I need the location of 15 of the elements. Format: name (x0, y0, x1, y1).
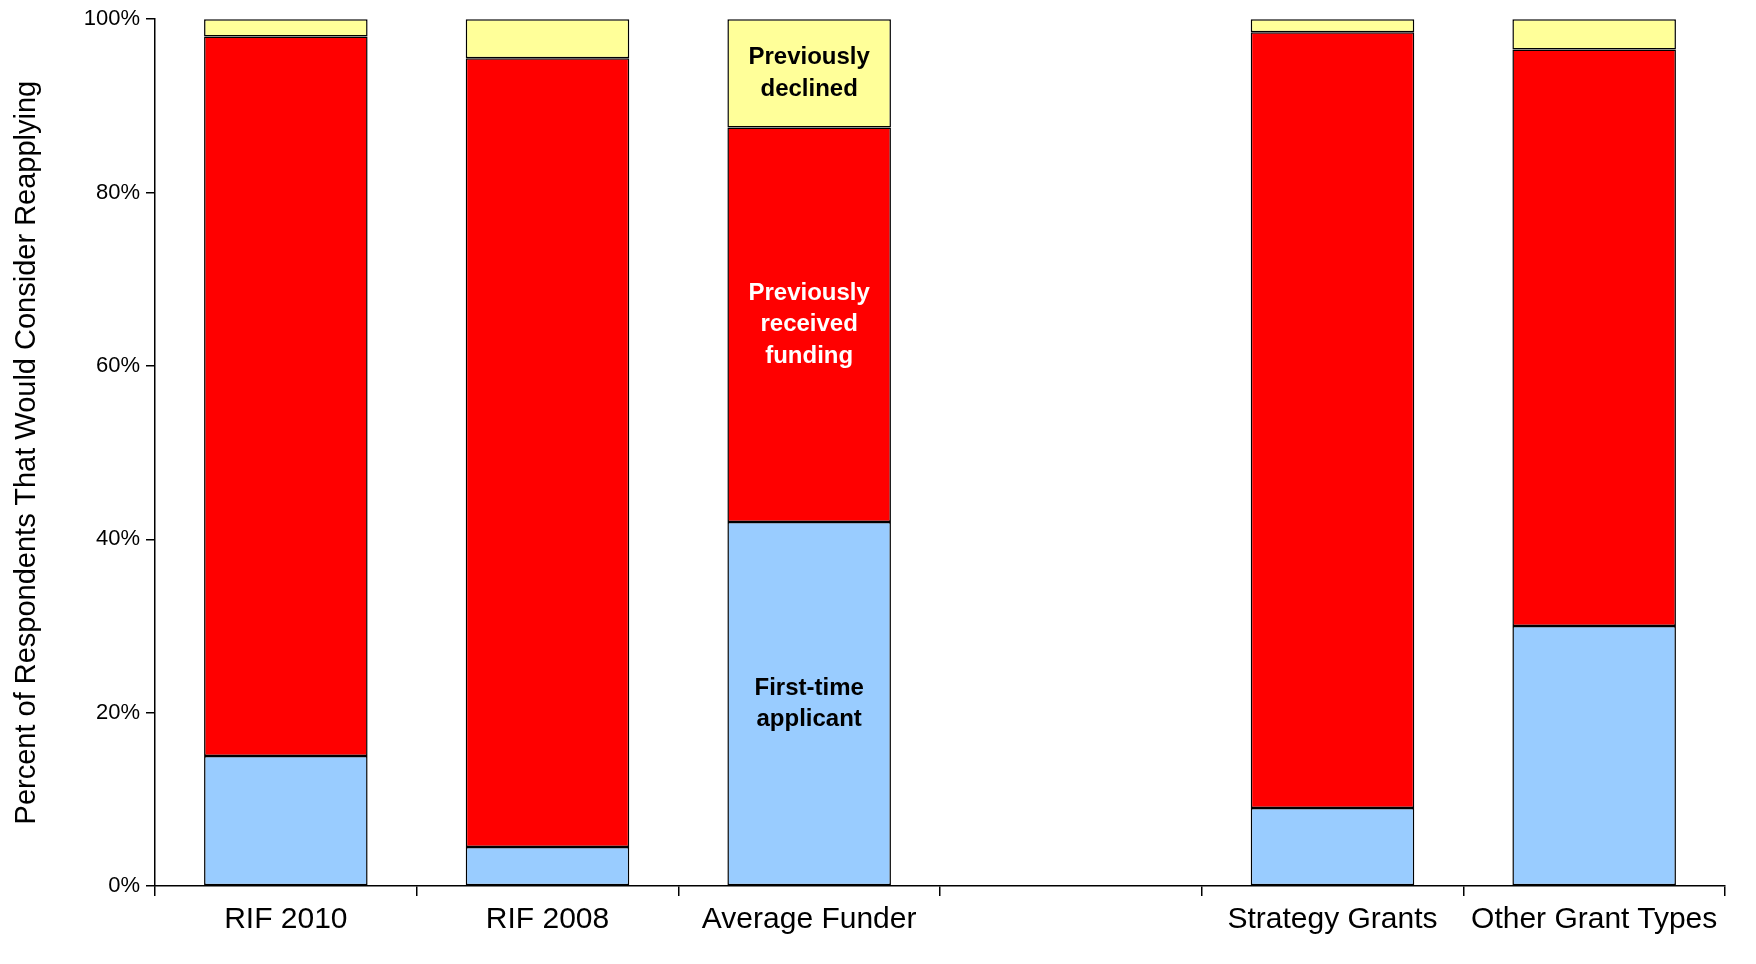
x-tick-label: Strategy Grants (1227, 901, 1438, 935)
y-tick-label: 60% (95, 351, 140, 377)
x-tick-label: Average Funder (701, 901, 917, 935)
y-tick-label: 40% (95, 525, 140, 551)
y-tick-label: 20% (95, 698, 140, 724)
y-tick-label: 100% (83, 5, 140, 31)
y-tick-label: 0% (108, 872, 140, 898)
y-tick-label: 80% (95, 178, 140, 204)
series-label: Previously received funding (748, 278, 871, 368)
y-axis-title: Percent of Respondents That Would Consider Reapplying (9, 80, 42, 825)
x-tick-label: RIF 2010 (224, 901, 348, 935)
series-label: Previously declined (748, 42, 871, 101)
x-tick-label: Other Grant Types (1471, 901, 1718, 935)
series-label: First-time applicant (754, 672, 864, 731)
x-tick-label: RIF 2008 (485, 901, 610, 935)
